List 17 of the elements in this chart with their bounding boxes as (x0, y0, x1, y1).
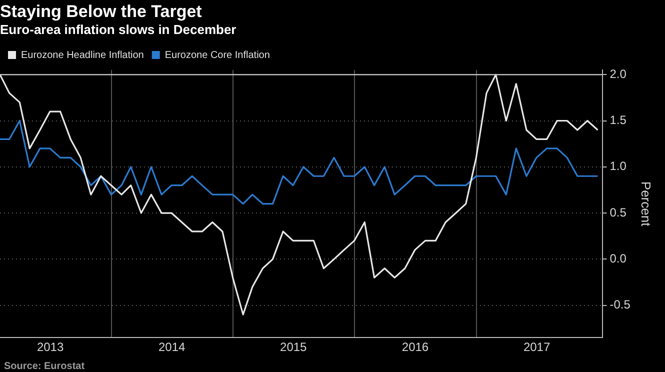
x-tick-label: 2013 (36, 340, 64, 354)
x-tick-label: 2016 (402, 340, 429, 354)
y-tick-label: 0.0 (610, 251, 627, 266)
legend-label: Eurozone Core Inflation (164, 50, 270, 61)
x-tick-label: 2014 (158, 340, 186, 354)
source-note: Source: Eurostat (4, 360, 86, 372)
y-tick-label: -0.5 (610, 298, 631, 312)
y-tick-label: 1.5 (610, 113, 627, 128)
legend-label: Eurozone Headline Inflation (21, 50, 144, 61)
x-tick-label: 2015 (280, 340, 308, 354)
y-axis-title: Percent (638, 181, 654, 227)
y-tick-label: 1.0 (610, 159, 627, 174)
chart-subtitle: Euro-area inflation slows in December (0, 22, 236, 37)
x-tick-label: 2017 (523, 340, 550, 354)
chart-title: Staying Below the Target (0, 2, 202, 21)
y-tick-label: 0.5 (610, 205, 627, 220)
y-tick-label: 2.0 (610, 66, 627, 81)
